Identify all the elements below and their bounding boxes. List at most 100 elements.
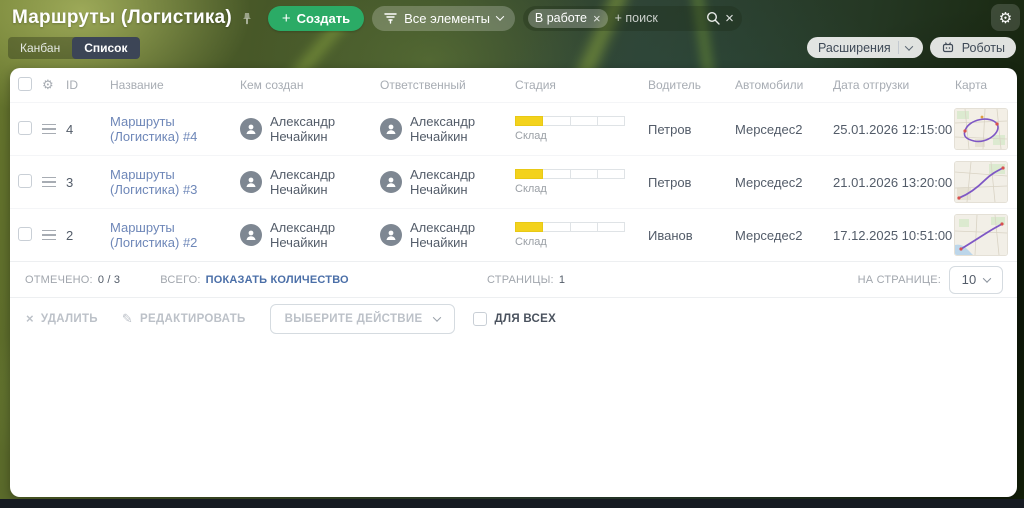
group-actions-bar: × УДАЛИТЬ ✎ РЕДАКТИРОВАТЬ ВЫБЕРИТЕ ДЕЙСТ… xyxy=(10,297,1017,339)
for-all-label: ДЛЯ ВСЕХ xyxy=(494,312,557,325)
pencil-icon: ✎ xyxy=(121,310,134,326)
select-all-checkbox[interactable] xyxy=(18,76,32,91)
chevron-down-icon xyxy=(433,312,442,322)
column-header-cars[interactable]: Автомобили xyxy=(735,78,804,92)
extensions-button[interactable]: Расширения xyxy=(807,37,923,58)
window-bottom-bar xyxy=(0,499,1024,508)
settings-button[interactable]: ⚙ xyxy=(991,4,1020,31)
person-icon xyxy=(246,230,256,240)
column-header-stage[interactable]: Стадия xyxy=(515,78,556,92)
create-button-label: Создать xyxy=(296,10,351,26)
cell-responsible[interactable]: Александр Нечайкин xyxy=(410,220,476,250)
column-header-map[interactable]: Карта xyxy=(955,78,988,92)
item-link[interactable]: Маршруты (Логистика) #4 xyxy=(110,114,198,144)
edit-action[interactable]: ✎ РЕДАКТИРОВАТЬ xyxy=(122,311,246,327)
table-row: 4 Маршруты (Логистика) #4 Александр Неча… xyxy=(10,102,1017,155)
for-all-checkbox-group[interactable]: ДЛЯ ВСЕХ xyxy=(473,311,557,326)
avatar xyxy=(380,118,402,140)
robots-button[interactable]: Роботы xyxy=(929,37,1016,58)
search-icon[interactable] xyxy=(706,11,720,25)
map-thumbnail[interactable] xyxy=(955,215,1007,255)
row-checkbox[interactable] xyxy=(18,120,32,135)
choose-action-label: ВЫБЕРИТЕ ДЕЙСТВИЕ xyxy=(284,312,423,325)
column-header-ship-date[interactable]: Дата отгрузки xyxy=(833,78,910,92)
map-thumbnail[interactable] xyxy=(955,109,1007,149)
row-checkbox[interactable] xyxy=(18,226,32,241)
person-icon xyxy=(246,177,256,187)
robot-icon xyxy=(942,42,953,53)
delete-icon: × xyxy=(26,311,34,326)
list-panel: ⚙ ID Название Кем создан Ответственный С… xyxy=(10,68,1017,497)
table-footer: ОТМЕЧЕНО: 0 / 3 ВСЕГО: ПОКАЗАТЬ КОЛИЧЕСТ… xyxy=(10,261,1017,297)
elements-filter-dropdown[interactable]: Все элементы xyxy=(372,5,515,31)
stage-progress-bar[interactable] xyxy=(515,169,625,179)
elements-dropdown-label: Все элементы xyxy=(404,10,490,26)
cell-date: 25.01.2026 12:15:00 xyxy=(833,121,953,137)
clear-search-icon[interactable]: × xyxy=(725,9,734,27)
cell-car: Мерседес2 xyxy=(735,227,803,243)
person-icon xyxy=(386,177,396,187)
avatar xyxy=(240,224,262,246)
search-placeholder[interactable]: + поиск xyxy=(614,11,658,25)
stage-progress-bar[interactable] xyxy=(515,222,625,232)
pages-label: СТРАНИЦЫ: xyxy=(487,273,554,286)
item-link[interactable]: Маршруты (Логистика) #2 xyxy=(110,220,198,250)
avatar xyxy=(380,224,402,246)
cell-date: 17.12.2025 10:51:00 xyxy=(833,227,953,243)
remove-filter-icon[interactable]: × xyxy=(593,10,601,26)
delete-label: УДАЛИТЬ xyxy=(40,312,98,325)
cell-creator[interactable]: Александр Нечайкин xyxy=(270,114,336,144)
row-menu-icon[interactable] xyxy=(42,123,66,135)
columns-settings-icon[interactable]: ⚙ xyxy=(42,77,54,92)
column-header-creator[interactable]: Кем создан xyxy=(240,78,304,92)
cell-responsible[interactable]: Александр Нечайкин xyxy=(410,167,476,197)
cell-driver: Петров xyxy=(648,174,692,190)
chevron-down-icon xyxy=(904,41,913,51)
create-button[interactable]: + Создать xyxy=(267,5,365,31)
map-thumbnail[interactable] xyxy=(955,162,1007,202)
chevron-down-icon xyxy=(983,273,992,283)
search-filter-chip[interactable]: В работе × xyxy=(527,8,608,28)
cell-driver: Иванов xyxy=(648,227,693,243)
column-header-responsible[interactable]: Ответственный xyxy=(380,78,466,92)
top-bar: Маршруты (Логистика) + Создать Все элеме… xyxy=(0,0,1024,36)
column-header-driver[interactable]: Водитель xyxy=(648,78,702,92)
page-title: Маршруты (Логистика) xyxy=(12,7,232,28)
stage-widget[interactable]: Склад xyxy=(515,222,648,248)
item-link[interactable]: Маршруты (Логистика) #3 xyxy=(110,167,198,197)
per-page-select[interactable]: 10 xyxy=(949,265,1003,294)
for-all-checkbox[interactable] xyxy=(473,311,488,326)
show-count-link[interactable]: ПОКАЗАТЬ КОЛИЧЕСТВО xyxy=(205,273,349,286)
row-menu-icon[interactable] xyxy=(42,176,66,188)
stage-label: Склад xyxy=(515,130,547,142)
tab-list[interactable]: Список xyxy=(72,37,140,59)
checked-label: ОТМЕЧЕНО: xyxy=(25,273,93,286)
row-menu-icon[interactable] xyxy=(42,229,66,241)
cell-responsible[interactable]: Александр Нечайкин xyxy=(410,114,476,144)
cell-creator[interactable]: Александр Нечайкин xyxy=(270,167,336,197)
cell-date: 21.01.2026 13:20:00 xyxy=(833,174,953,190)
search-bar[interactable]: В работе × + поиск × xyxy=(522,5,742,31)
avatar xyxy=(240,171,262,193)
per-page-value: 10 xyxy=(961,272,977,287)
funnel-icon xyxy=(384,13,397,24)
tab-kanban[interactable]: Канбан xyxy=(20,41,61,55)
stage-widget[interactable]: Склад xyxy=(515,116,648,142)
delete-action[interactable]: × УДАЛИТЬ xyxy=(26,311,98,326)
stage-progress-bar[interactable] xyxy=(515,116,625,126)
avatar xyxy=(380,171,402,193)
stage-label: Склад xyxy=(515,183,547,195)
cell-creator[interactable]: Александр Нечайкин xyxy=(270,220,336,250)
stage-widget[interactable]: Склад xyxy=(515,169,648,195)
row-checkbox[interactable] xyxy=(18,173,32,188)
column-header-name[interactable]: Название xyxy=(110,78,164,92)
choose-action-dropdown[interactable]: ВЫБЕРИТЕ ДЕЙСТВИЕ xyxy=(269,303,456,334)
pages-value[interactable]: 1 xyxy=(558,273,566,286)
cell-id: 3 xyxy=(66,174,74,190)
person-icon xyxy=(246,124,256,134)
person-icon xyxy=(386,230,396,240)
pin-icon[interactable] xyxy=(240,11,254,25)
edit-label: РЕДАКТИРОВАТЬ xyxy=(140,312,246,325)
cell-id: 4 xyxy=(66,121,74,137)
column-header-id[interactable]: ID xyxy=(66,78,78,92)
